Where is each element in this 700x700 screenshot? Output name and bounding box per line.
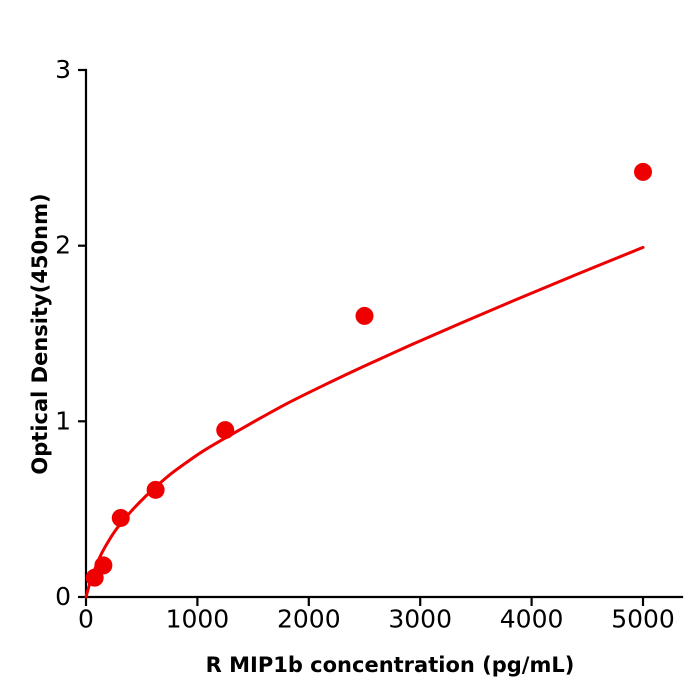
- x-tick-label-5000: 5000: [611, 604, 675, 633]
- data-point: [216, 421, 235, 440]
- y-axis-tick-labels: 3 2 1 0: [55, 55, 71, 611]
- y-tick-label-2: 2: [55, 231, 71, 260]
- x-axis-tick-labels: 0 1000 2000 3000 4000 5000: [78, 604, 675, 633]
- data-point: [111, 508, 130, 527]
- x-axis-ticks: [84, 597, 645, 606]
- x-axis-title: R MIP1b concentration (pg/mL): [206, 653, 575, 677]
- x-tick-label-2000: 2000: [277, 604, 341, 633]
- x-tick-label-3000: 3000: [388, 604, 452, 633]
- data-point: [355, 306, 374, 325]
- x-tick-label-1000: 1000: [166, 604, 230, 633]
- x-tick-label-0: 0: [78, 604, 94, 633]
- data-points-group: [85, 162, 652, 587]
- standard-curve-fit-line: [84, 245, 645, 599]
- y-tick-label-1: 1: [55, 406, 71, 435]
- x-tick-label-4000: 4000: [500, 604, 564, 633]
- data-point: [94, 556, 113, 575]
- data-point: [634, 162, 652, 181]
- y-axis-title: Optical Density(450nm): [28, 193, 52, 474]
- data-point: [146, 480, 165, 499]
- y-tick-label-3: 3: [55, 55, 71, 84]
- y-tick-label-0: 0: [55, 582, 71, 611]
